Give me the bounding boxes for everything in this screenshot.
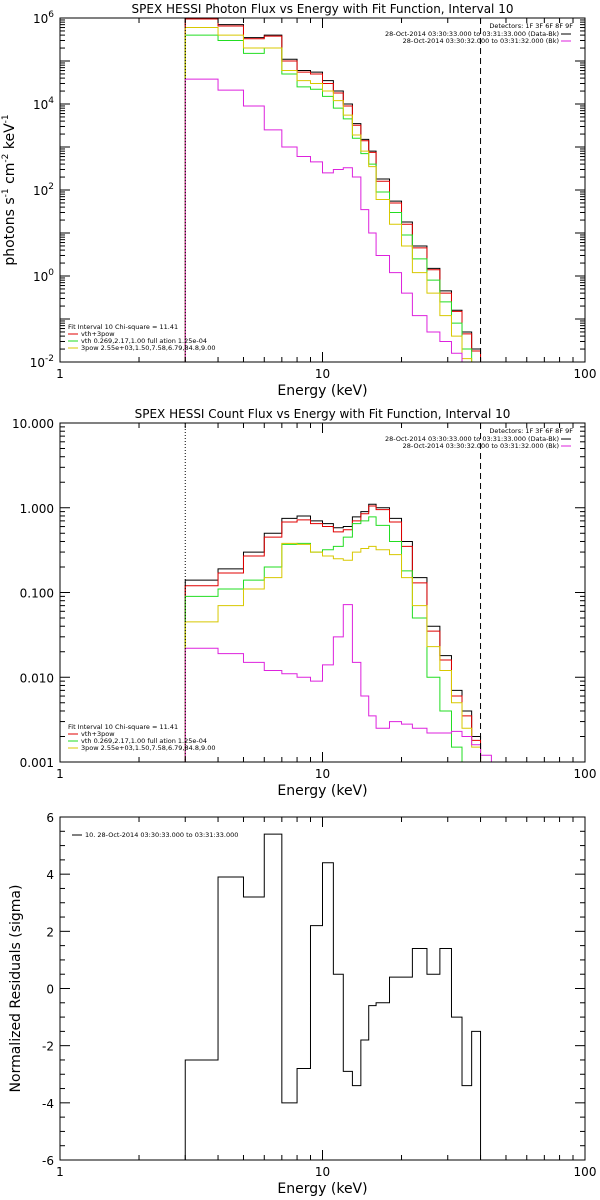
plot-2: 1 10 100 0.001 0.010 0.100 1.000 10.000 SPEX HES… (12, 407, 596, 799)
y-axis-label-part: -2 (1, 154, 11, 163)
series-black-line (184, 18, 482, 362)
x-axis-label: Energy (keV) (277, 1181, 367, 1197)
series-group (184, 503, 492, 762)
y-tick-label: 0.001 (20, 756, 54, 770)
y-tick-label: 0 (46, 983, 54, 997)
x-tick-label: 10 (315, 1165, 330, 1179)
legend-right-entry: 28-Oct-2014 03:30:32.000 to 03:31:32.000… (403, 442, 559, 450)
y-axis-label-part: photons s (2, 197, 18, 265)
x-axis-label: Energy (keV) (277, 383, 367, 399)
x-axis-label: Energy (keV) (277, 783, 367, 799)
legend-left-title: Fit Interval 10 Chi-square = 11.41 (68, 323, 178, 331)
y-tick-label: 0.010 (20, 671, 54, 685)
y-tick-label: 104 (33, 96, 54, 112)
x-tick-label: 1 (56, 767, 64, 781)
y-axis-label: Normalized Residuals (sigma) (8, 885, 24, 1093)
legend-left-entry: 3pow 2.55e+03,1.50,7.58,6.79,84.8,9.00 (81, 344, 216, 352)
y-tick-exp: 0 (48, 268, 54, 278)
y-tick-label: 10.000 (12, 417, 54, 431)
plot-3: 1 10 100 -6 -4 -2 0 2 4 6 Energy (keV) Normalized R… (8, 811, 596, 1197)
x-tick-label: 10 (315, 767, 330, 781)
y-tick-label: 100 (33, 268, 54, 284)
y-tick-base: 10 (33, 184, 48, 198)
series-red-line (184, 18, 482, 362)
y-tick-label: 2 (46, 925, 54, 939)
y-tick-exp: -2 (45, 354, 54, 364)
y-tick-exp: 4 (48, 96, 54, 106)
x-tick-label: 1 (56, 1165, 64, 1179)
plot-title: SPEX HESSI Photon Flux vs Energy with Fi… (132, 2, 514, 16)
y-tick-label: 102 (33, 182, 54, 198)
legend-left-entry: vth 0.269,2.17,1.00 full ation 1.25e-04 (81, 337, 207, 345)
legend-left-entry: vth+3pow (81, 730, 115, 738)
y-tick-label: -2 (42, 1040, 54, 1054)
y-tick-label: 0.100 (20, 587, 54, 601)
legend-right-entry: 28-Oct-2014 03:30:33.000 to 03:31:33.000… (385, 435, 559, 443)
y-axis-label: photons s-1 cm-2 keV-1 (1, 114, 18, 265)
legend-right-title: Detectors: 1F 3F 6F 8F 9F (489, 427, 573, 435)
y-tick-label: 10-2 (30, 354, 54, 370)
legend-right-title: Detectors: 1F 3F 6F 8F 9F (489, 22, 573, 30)
y-tick-base: 10 (33, 12, 48, 26)
y-tick-base: 10 (33, 98, 48, 112)
legend-left-entry: 10. 28-Oct-2014 03:30:33.000 to 03:31:33… (85, 831, 238, 839)
legend-right-entry: 28-Oct-2014 03:30:32.000 to 03:31:32.000… (403, 37, 559, 45)
x-tick-label: 100 (574, 1165, 597, 1179)
legend-left-entry: vth+3pow (81, 330, 115, 338)
series-magenta-line (184, 604, 492, 762)
plot-title: SPEX HESSI Count Flux vs Energy with Fit… (135, 407, 511, 421)
series-black-line (184, 833, 482, 1160)
legend-left-entry: vth 0.269,2.17,1.00 full ation 1.25e-04 (81, 737, 207, 745)
series-green-line (184, 516, 463, 762)
y-axis-label-part: keV (2, 123, 18, 154)
x-tick-label: 100 (574, 367, 597, 381)
legend-left-entry: 3pow 2.55e+03,1.50,7.58,6.79,84.8,9.00 (81, 744, 216, 752)
series-red-line (184, 505, 492, 762)
x-tick-label: 1 (56, 367, 64, 381)
y-tick-exp: 2 (48, 182, 54, 192)
y-axis-label-part: -1 (1, 114, 11, 123)
y-axis-label-part: cm (2, 163, 18, 189)
x-tick-label: 100 (574, 767, 597, 781)
y-tick-label: 4 (46, 868, 54, 882)
y-tick-label: 6 (46, 811, 54, 825)
plot-frame (59, 422, 586, 763)
y-tick-base: 10 (30, 356, 45, 370)
y-tick-base: 10 (33, 270, 48, 284)
series-black-line (184, 503, 492, 762)
y-tick-label: -6 (42, 1154, 54, 1168)
series-yellow-line (184, 542, 492, 762)
y-tick-label: 106 (33, 10, 54, 26)
y-tick-label: 1.000 (20, 502, 54, 516)
series-group (184, 833, 482, 1160)
series-magenta-line (184, 78, 463, 362)
x-tick-label: 10 (315, 367, 330, 381)
y-tick-exp: 6 (48, 10, 54, 20)
y-axis-label-part: -1 (1, 188, 11, 197)
legend-left-title: Fit Interval 10 Chi-square = 11.41 (68, 723, 178, 731)
series-group (184, 18, 482, 362)
series-yellow-line (184, 27, 473, 362)
legend-right-entry: 28-Oct-2014 03:30:33.000 to 03:31:33.000… (385, 30, 559, 38)
plot-frame (59, 17, 586, 363)
y-tick-label: -4 (42, 1097, 54, 1111)
